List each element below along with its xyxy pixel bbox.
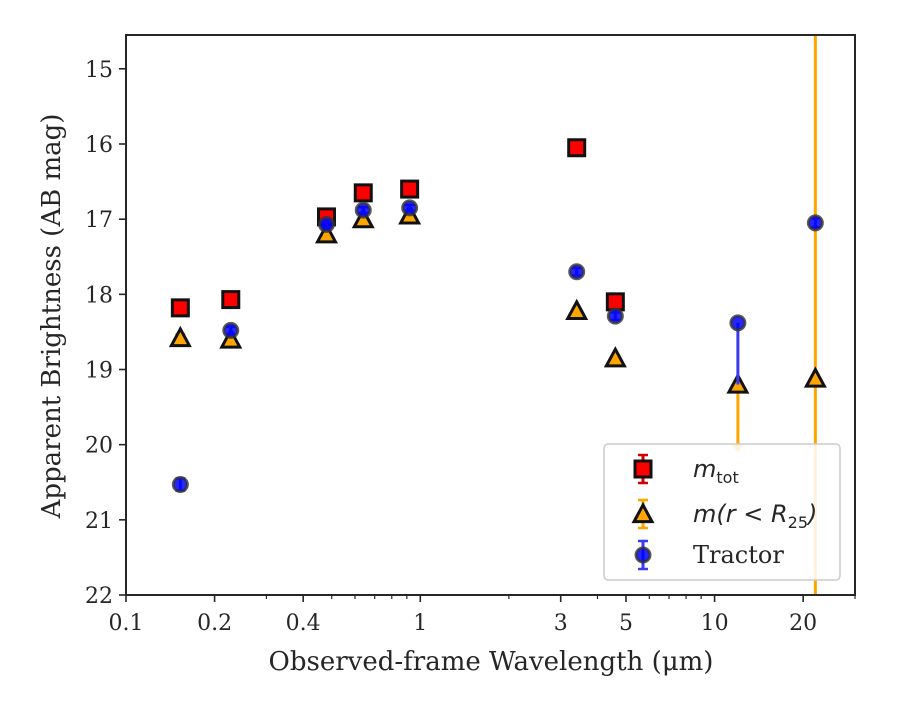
y-tick-label: 18	[85, 283, 113, 308]
data-point-circle	[568, 263, 586, 281]
data-point-circle	[806, 214, 824, 232]
data-point-circle	[401, 199, 419, 217]
data-point-square	[353, 183, 373, 203]
y-tick-label: 15	[85, 58, 113, 83]
data-point-triangle	[565, 298, 589, 321]
legend-marker-circle	[634, 546, 652, 564]
y-tick-label: 19	[85, 358, 113, 383]
legend-label: m(r < R25)	[693, 500, 817, 532]
plot-border	[125, 34, 856, 596]
axes: 0.1 0.2 0.4 1 3 5 10 20 15 16 17 18 19 20 21 22	[85, 58, 856, 636]
x-tick-label: 20	[789, 611, 817, 636]
x-tick-label: 0.4	[286, 611, 321, 636]
x-tick-label: 0.1	[109, 611, 144, 636]
data-point-circle	[354, 201, 372, 219]
data-point-triangle	[803, 366, 827, 388]
x-tick-label: 0.2	[197, 611, 232, 636]
series-layer	[168, 35, 827, 595]
plot-frame	[125, 34, 856, 596]
series-square	[170, 138, 625, 318]
legend-label: Tractor	[693, 541, 784, 569]
x-tick-label: 5	[619, 611, 633, 636]
data-point-triangle	[603, 346, 627, 368]
data-point-square	[170, 298, 190, 318]
data-point-circle	[222, 321, 240, 339]
x-tick-label: 1	[413, 611, 427, 636]
data-point-square	[400, 179, 420, 199]
legend-marker-square	[633, 459, 653, 479]
data-point-square	[605, 292, 625, 312]
series-circle	[171, 199, 824, 494]
y-tick-label: 20	[85, 434, 113, 459]
y-axis-title: Apparent Brightness (AB mag)	[37, 114, 67, 520]
legend-label: mtot	[693, 455, 739, 487]
x-axis-title: Observed-frame Wavelength (μm)	[269, 647, 714, 677]
y-tick-label: 17	[85, 208, 113, 233]
x-tick-label: 10	[701, 611, 729, 636]
data-point-circle	[729, 314, 747, 332]
data-point-square	[567, 138, 587, 158]
legend: mtot m(r < R25) Tractor	[603, 443, 841, 581]
data-point-triangle	[314, 222, 339, 244]
legend-marker-triangle	[631, 501, 655, 524]
data-point-triangle	[168, 325, 192, 348]
y-tick-label: 21	[85, 509, 113, 534]
data-point-square	[221, 290, 241, 310]
data-point-circle	[171, 476, 189, 494]
y-tick-label: 16	[85, 133, 113, 158]
y-tick-label: 22	[85, 584, 113, 609]
x-tick-label: 3	[554, 611, 568, 636]
data-point-circle	[606, 307, 624, 325]
data-point-circle	[317, 215, 335, 233]
legend-box	[603, 443, 841, 581]
